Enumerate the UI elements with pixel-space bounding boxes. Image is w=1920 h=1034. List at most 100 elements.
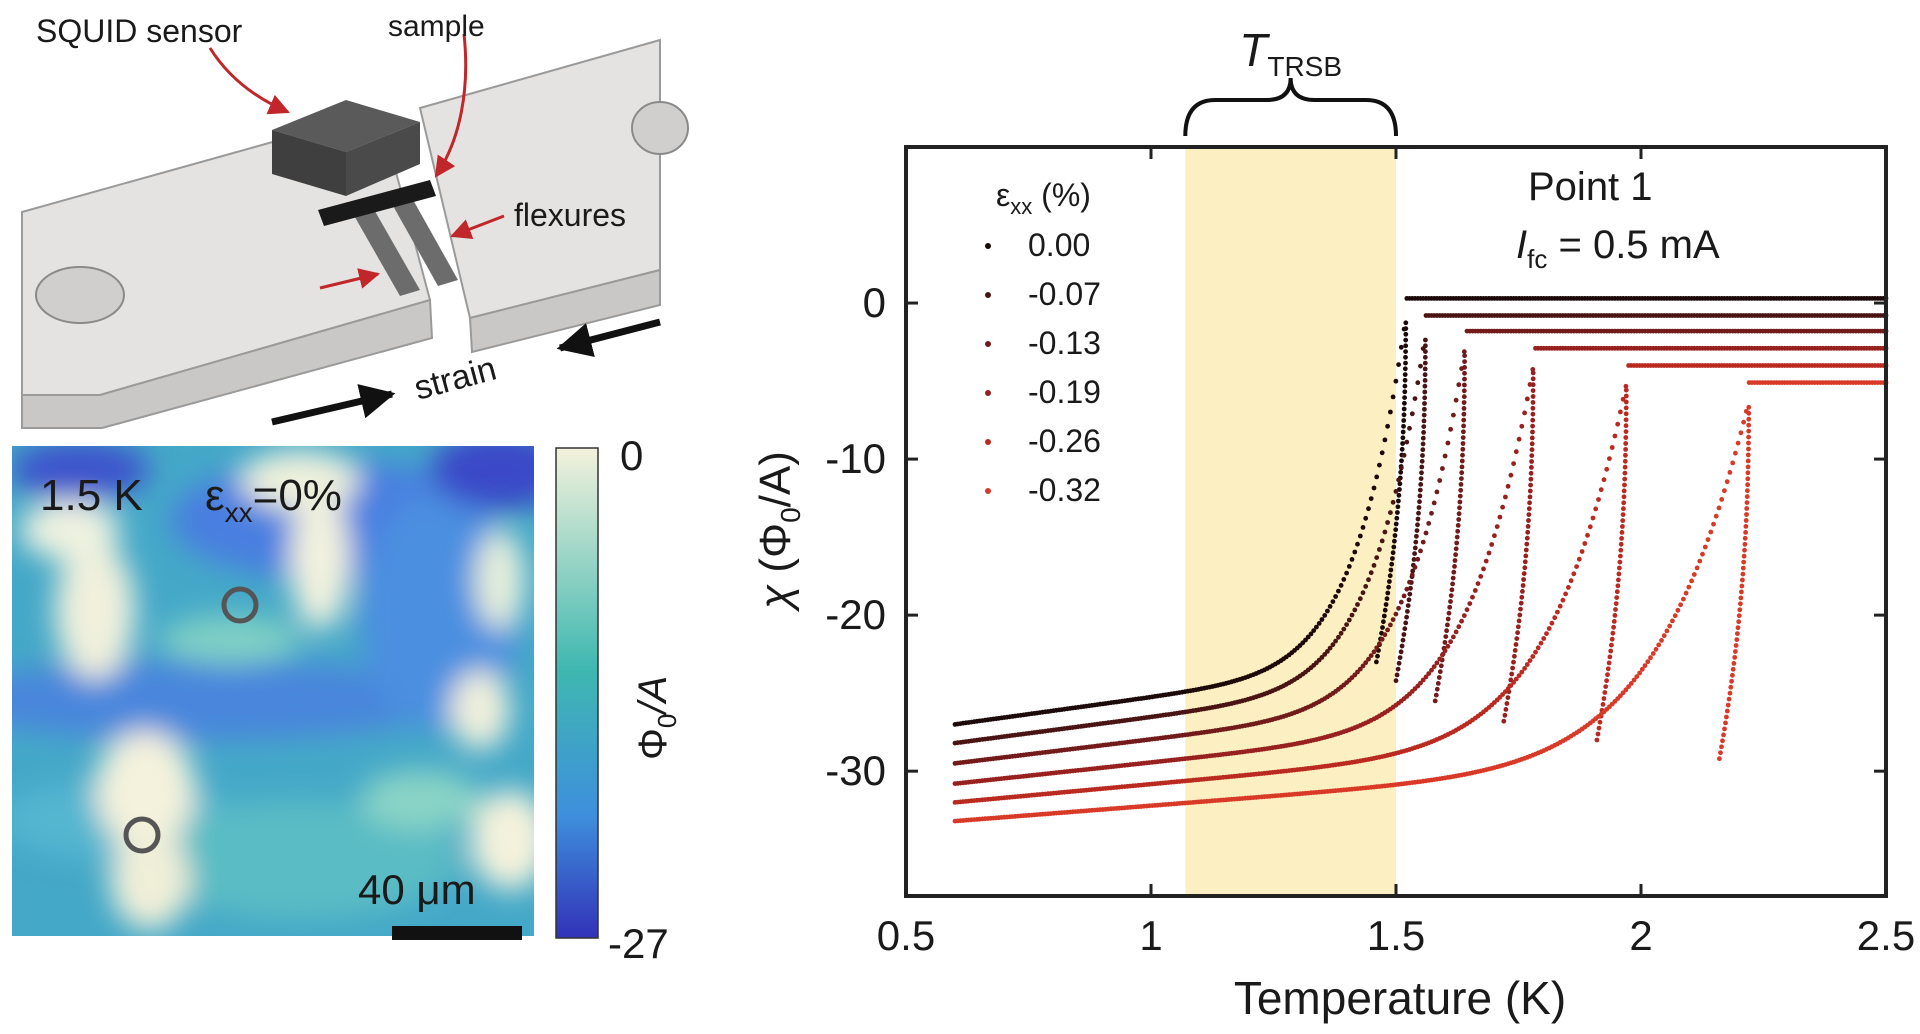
data-point (1620, 518, 1626, 523)
data-point (1380, 625, 1385, 630)
data-point (1383, 602, 1389, 607)
data-point (1435, 681, 1441, 686)
data-point (1725, 702, 1731, 708)
data-point (1333, 594, 1338, 599)
data-point (1530, 411, 1536, 417)
data-point (1623, 411, 1629, 417)
data-point (1421, 418, 1427, 424)
data-point (1720, 738, 1725, 744)
data-point (1422, 401, 1427, 406)
flexure-1 (352, 206, 420, 296)
data-point (1401, 423, 1406, 429)
data-point (1457, 499, 1463, 505)
data-point (1711, 521, 1716, 527)
data-point (1530, 654, 1536, 659)
data-point (1527, 488, 1533, 494)
data-point (1363, 660, 1369, 666)
data-point (1404, 439, 1410, 445)
data-point (1412, 551, 1417, 556)
legend-marker (985, 390, 991, 396)
data-point (1448, 593, 1454, 598)
data-point (1623, 417, 1629, 423)
data-point (1691, 572, 1697, 577)
data-point (1724, 479, 1730, 485)
data-point (1672, 613, 1678, 619)
legend-entry: -0.26 (1028, 423, 1101, 459)
colorbar-unit-label: Φ0/A (631, 676, 682, 760)
data-point (1336, 588, 1341, 594)
data-point (1451, 569, 1457, 575)
data-point (1740, 577, 1745, 583)
data-point (1522, 565, 1528, 571)
data-point (1421, 424, 1427, 429)
data-point (1379, 450, 1385, 456)
data-point (1618, 541, 1624, 547)
data-point (1718, 750, 1723, 756)
data-point (1511, 659, 1516, 665)
data-point (1344, 570, 1349, 576)
data-point (1734, 637, 1740, 642)
data-point (1597, 719, 1603, 725)
data-point (1419, 464, 1425, 470)
data-point (1738, 430, 1744, 436)
scale-bar-label: 40 μm (358, 866, 476, 913)
data-point (1623, 399, 1629, 405)
data-point (1405, 609, 1410, 614)
data-point (1524, 535, 1530, 541)
data-point (1421, 430, 1426, 435)
data-point (1727, 690, 1733, 696)
data-point (1610, 630, 1616, 636)
data-point (1397, 487, 1402, 492)
right-plate-top (418, 38, 661, 320)
data-point (1746, 440, 1751, 446)
data-point (1459, 458, 1465, 464)
data-point (1434, 489, 1440, 495)
x-tick-label: 2 (1629, 912, 1652, 959)
data-point (1392, 538, 1397, 544)
data-point (1371, 485, 1377, 491)
data-point (1568, 578, 1574, 584)
data-point (1648, 655, 1653, 661)
data-point (1374, 474, 1380, 480)
data-point (1585, 532, 1590, 538)
data-point (1330, 642, 1336, 648)
data-point (1429, 510, 1434, 516)
data-point (1403, 326, 1409, 331)
legend-title: εxx (%) (996, 177, 1091, 219)
data-point (1637, 670, 1642, 676)
data-point (1371, 649, 1377, 655)
data-point (1448, 639, 1453, 645)
map-temperature-label: 1.5 K (40, 471, 143, 520)
data-point (1622, 470, 1628, 476)
data-point (1615, 583, 1621, 589)
data-point (1401, 632, 1407, 637)
trsb-band (1185, 147, 1396, 896)
data-point (1461, 406, 1467, 411)
data-point (1346, 564, 1352, 569)
data-point (1745, 470, 1751, 476)
data-point (1645, 659, 1651, 665)
data-point (1412, 564, 1418, 570)
data-point (1639, 666, 1645, 672)
data-point (1523, 553, 1529, 559)
data-point (1393, 521, 1399, 527)
data-point (1530, 400, 1536, 405)
data-point (1733, 649, 1738, 654)
data-point (1456, 511, 1462, 517)
data-point (1386, 584, 1391, 590)
legend: εxx (%) 0.00 -0.07 -0.13 -0.19 -0.26 -0.32 (985, 177, 1101, 508)
data-point (1739, 583, 1745, 589)
data-point (1455, 528, 1461, 534)
data-point (1462, 382, 1467, 388)
data-point (1417, 493, 1423, 499)
data-point (1620, 396, 1626, 402)
data-point (1422, 378, 1428, 383)
data-point (1418, 680, 1423, 686)
data-point (1619, 530, 1625, 535)
data-point (1399, 446, 1405, 452)
legend-marker (985, 341, 991, 347)
data-point (1454, 534, 1460, 540)
data-point (1385, 590, 1391, 596)
data-point (1384, 596, 1390, 602)
data-point (1423, 337, 1428, 343)
